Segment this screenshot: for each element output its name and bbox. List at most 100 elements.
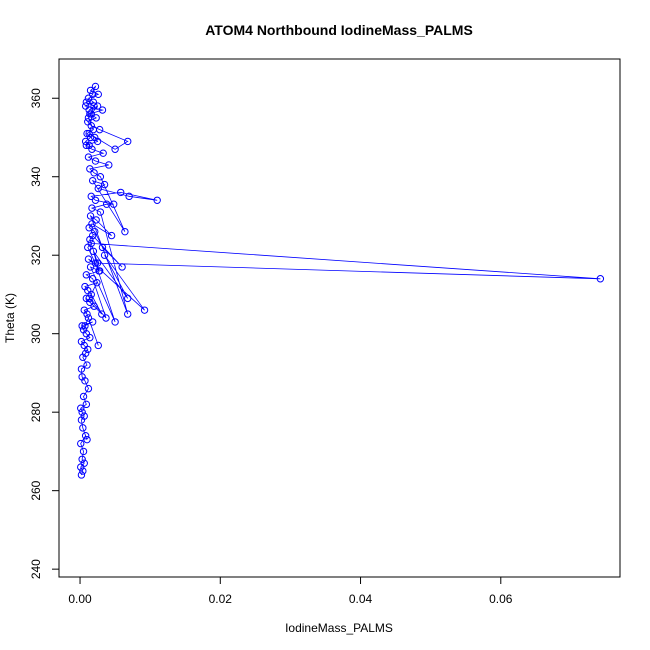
plot-frame: [58, 58, 621, 578]
data-point: [90, 102, 98, 110]
x-tick-label: 0.06: [489, 592, 513, 606]
data-point: [98, 310, 106, 318]
data-point: [93, 278, 101, 287]
data-point: [81, 282, 89, 291]
data-point: [88, 318, 97, 326]
data-point: [79, 392, 88, 401]
data-point: [100, 180, 109, 189]
data-point: [82, 271, 91, 279]
data-point: [92, 114, 100, 122]
data-point: [125, 192, 133, 201]
data-point: [77, 337, 86, 346]
data-point: [77, 365, 86, 373]
data-point: [89, 247, 98, 255]
data-point: [91, 227, 99, 236]
data-point: [84, 114, 93, 122]
data-point: [94, 90, 102, 99]
data-point: [84, 255, 93, 263]
data-point: [90, 302, 98, 310]
y-axis: 240 260 280 300 320 340 360: [29, 88, 60, 579]
data-point: [85, 106, 93, 114]
data-point: [82, 98, 91, 106]
data-point: [82, 400, 91, 409]
data-point: [90, 169, 98, 177]
data-point: [107, 231, 116, 240]
data-point: [84, 153, 93, 161]
data-point: [86, 263, 95, 271]
data-point: [111, 318, 119, 326]
data-point: [88, 275, 97, 283]
data-point: [79, 326, 88, 334]
data-point: [78, 455, 86, 463]
data-point: [78, 373, 86, 381]
data-point: [86, 165, 94, 173]
data-point: [98, 243, 107, 252]
data-point: [85, 129, 93, 138]
data-point: [91, 259, 100, 267]
data-point: [93, 102, 102, 110]
data-point: [84, 94, 93, 102]
data-point: [88, 231, 97, 240]
series-line: [80, 85, 601, 476]
data-point: [87, 239, 95, 248]
data-point: [85, 294, 93, 303]
data-point: [94, 341, 102, 350]
data-point: [77, 439, 85, 448]
data-point: [80, 412, 88, 420]
data-point: [91, 157, 100, 165]
data-point: [153, 196, 161, 204]
data-point: [79, 467, 87, 475]
data-point: [86, 86, 95, 95]
data-point: [77, 404, 85, 412]
data-point: [100, 251, 109, 259]
y-tick-label: 300: [29, 323, 43, 343]
data-point: [83, 361, 91, 369]
data-point: [91, 133, 99, 142]
x-tick-label: 0.04: [349, 592, 373, 606]
data-point: [78, 408, 86, 416]
data-point: [111, 145, 119, 153]
y-tick-label: 320: [29, 245, 43, 265]
data-point: [109, 200, 118, 208]
x-tick-label: 0.00: [68, 592, 92, 606]
data-point: [83, 435, 91, 444]
data-point: [89, 125, 98, 134]
x-axis: 0.00 0.02 0.04 0.06: [68, 576, 513, 606]
data-point: [84, 118, 92, 126]
data-point: [81, 432, 90, 440]
data-point: [88, 220, 96, 228]
data-point: [81, 322, 89, 330]
y-tick-label: 260: [29, 480, 43, 500]
y-tick-label: 240: [29, 559, 43, 579]
data-point: [80, 306, 88, 314]
chart-title: ATOM4 Northbound IodineMass_PALMS: [205, 22, 473, 38]
data-point: [124, 294, 132, 303]
data-point: [124, 310, 132, 318]
data-point: [102, 314, 110, 322]
data-point: [82, 294, 91, 303]
data-point: [96, 173, 105, 181]
data-point: [124, 137, 132, 146]
data-point: [79, 424, 87, 432]
y-tick-label: 340: [29, 166, 43, 186]
data-point: [82, 141, 91, 150]
data-point: [91, 196, 100, 204]
data-point: [98, 106, 107, 114]
data-point: [94, 184, 102, 193]
data-point: [92, 216, 100, 224]
data-point: [80, 459, 88, 467]
data-point: [596, 275, 605, 283]
data-point: [87, 192, 95, 201]
data-point: [95, 267, 103, 275]
data-point: [118, 263, 126, 271]
data-point: [86, 133, 95, 142]
data-point: [84, 314, 93, 322]
data-point: [81, 349, 90, 358]
y-tick-label: 360: [29, 88, 43, 108]
data-point: [140, 306, 149, 314]
data-point: [117, 188, 125, 197]
data-point: [105, 161, 113, 169]
data-point: [89, 98, 98, 106]
x-axis-label: IodineMass_PALMS: [285, 621, 393, 635]
